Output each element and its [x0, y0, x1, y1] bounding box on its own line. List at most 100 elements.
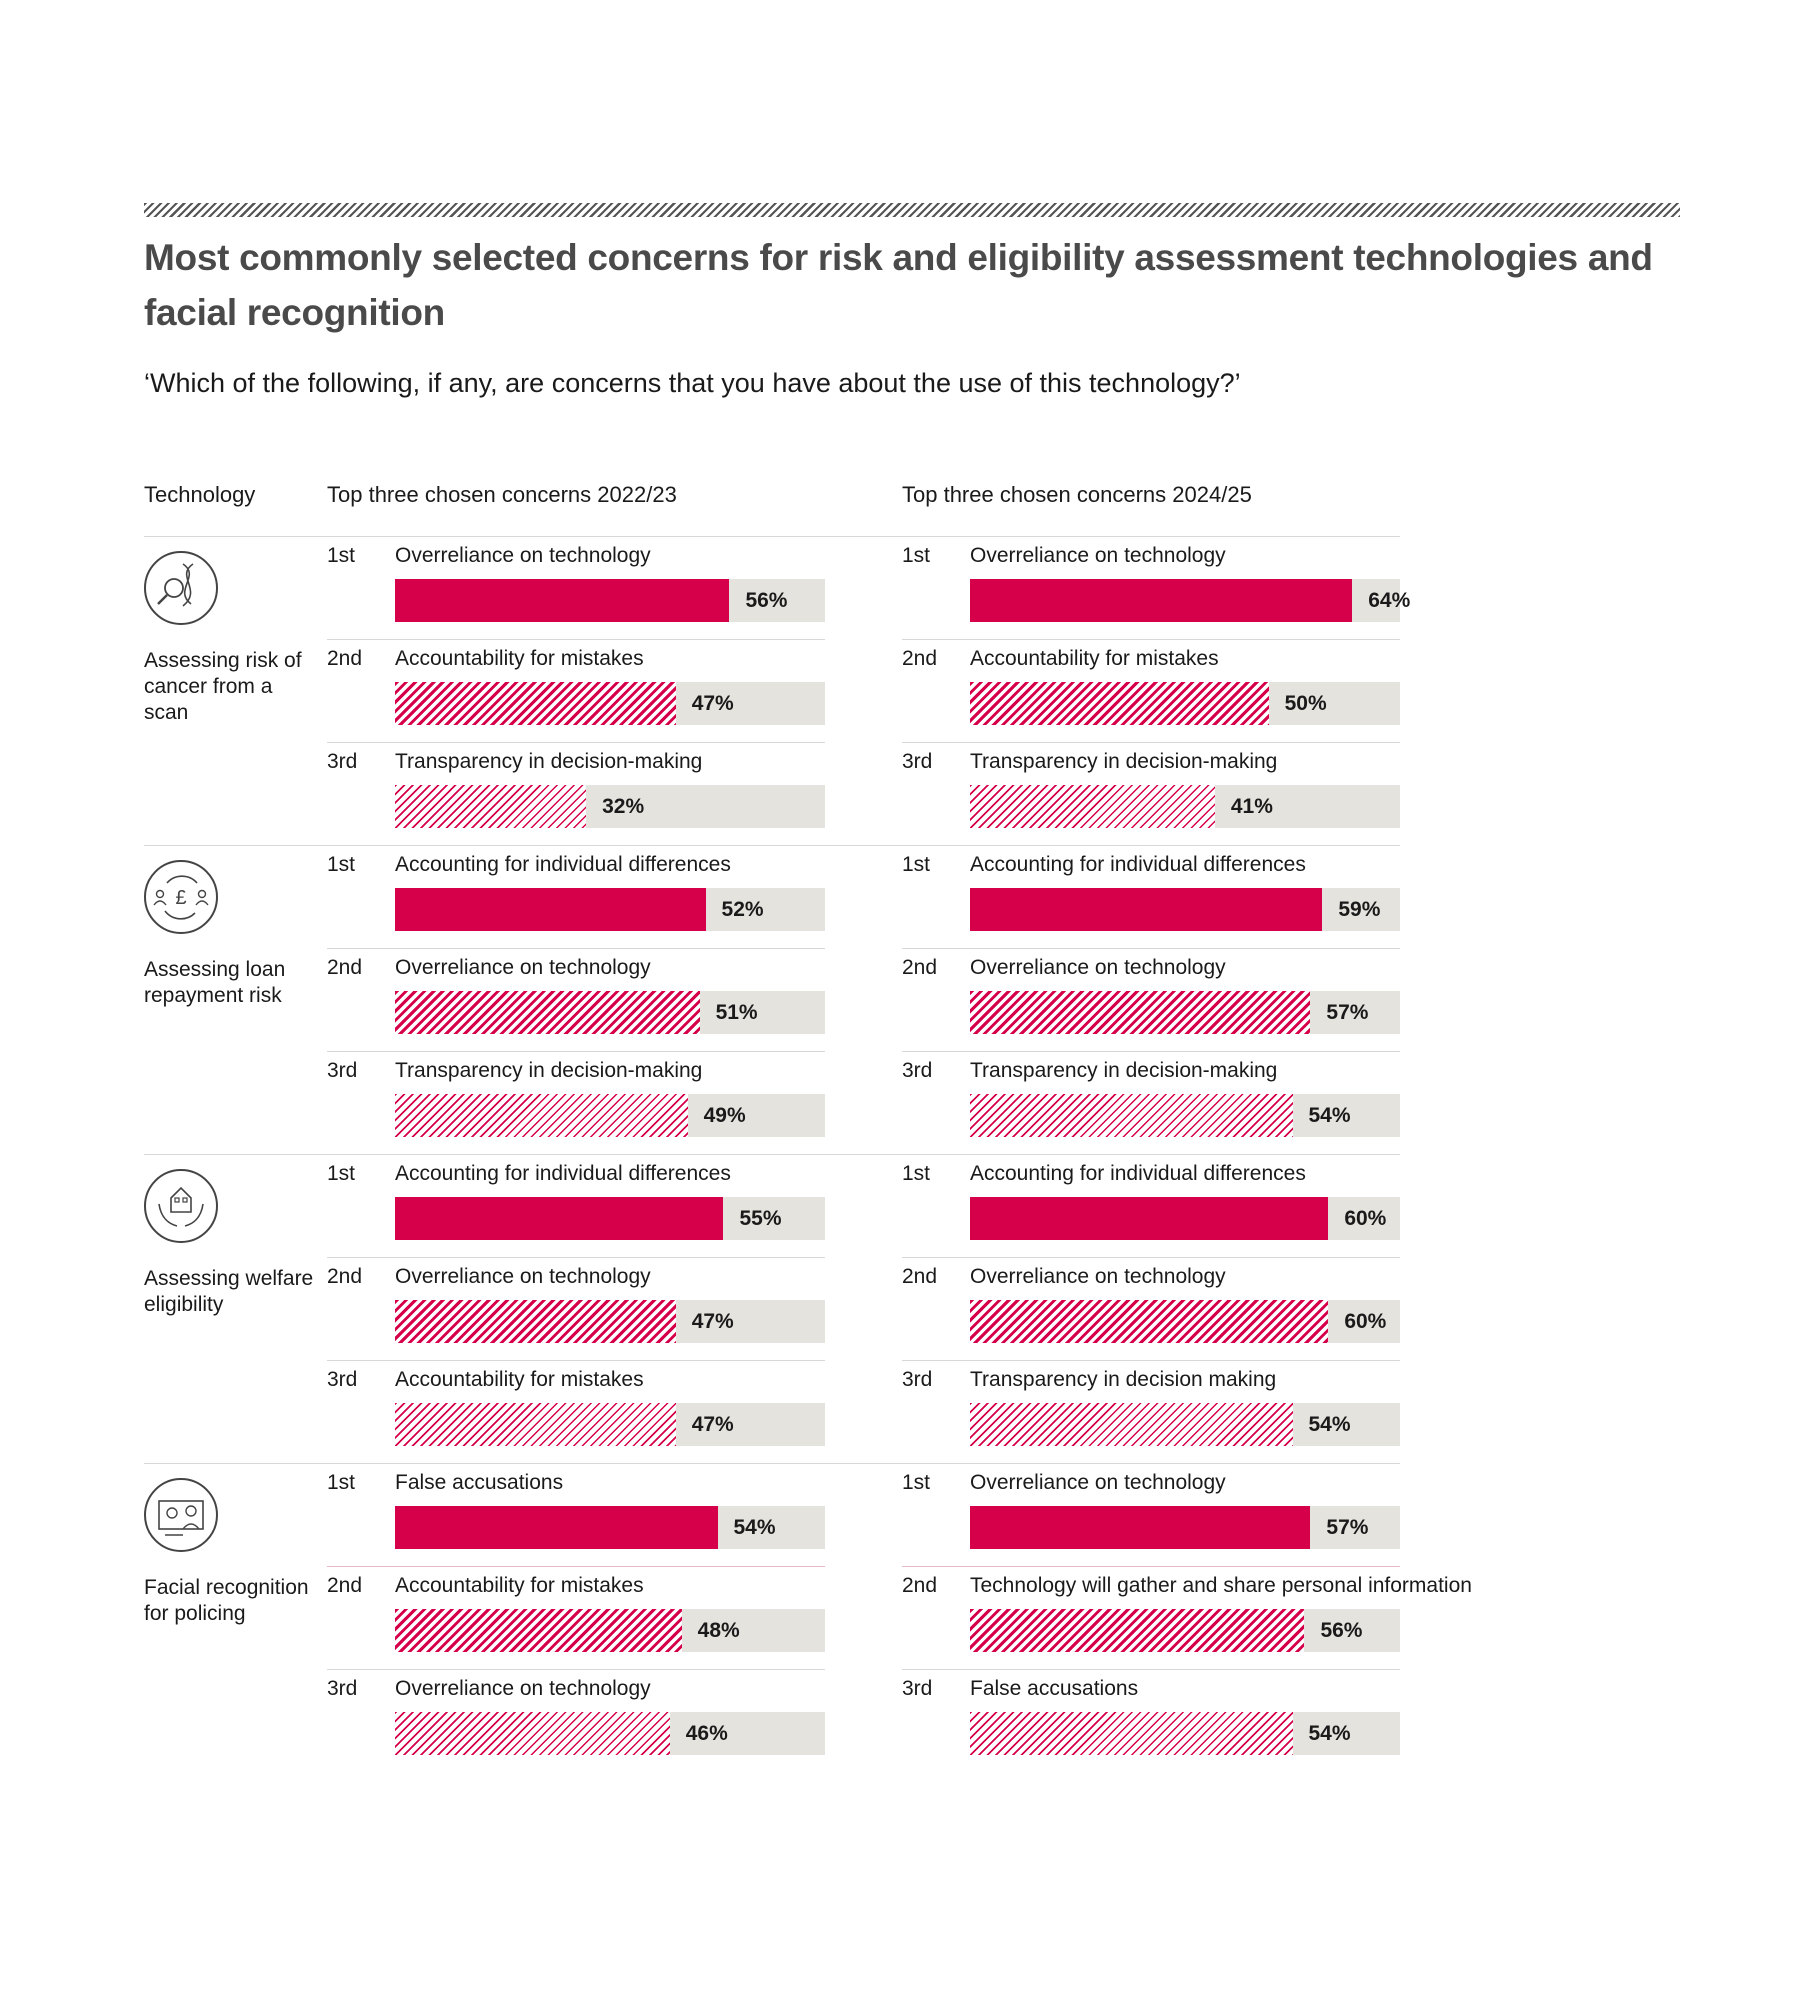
row-divider	[327, 1360, 825, 1361]
bar-track: 64%	[970, 579, 1410, 622]
concern-label: Technology will gather and share persona…	[970, 1574, 1472, 1597]
rank-label: 2nd	[902, 1574, 938, 1597]
value-label: 49%	[703, 1104, 746, 1127]
bar	[395, 1300, 676, 1343]
concern-label: Accounting for individual differences	[970, 853, 1306, 876]
rank-label: 1st	[902, 1162, 931, 1185]
group-divider	[144, 1154, 1400, 1155]
concern-label: False accusations	[395, 1471, 564, 1494]
bar	[970, 1712, 1293, 1755]
bar	[970, 1506, 1311, 1549]
bar	[395, 1609, 682, 1652]
value-label: 47%	[691, 1413, 734, 1436]
value-label: 32%	[602, 795, 645, 818]
survey-question: ‘Which of the following, if any, are con…	[144, 368, 1241, 398]
concern-label: Overreliance on technology	[395, 1265, 651, 1288]
bar-track: 54%	[970, 1403, 1400, 1446]
concern-label: Accountability for mistakes	[970, 647, 1219, 670]
bar-track: 54%	[970, 1094, 1400, 1137]
technology-label: Assessing risk of cancer from a scan	[144, 649, 302, 724]
bar-track: 56%	[970, 1609, 1400, 1652]
column-header-technology: Technology	[144, 482, 256, 507]
bar-track: 57%	[970, 1506, 1400, 1549]
value-label: 60%	[1344, 1207, 1387, 1230]
rank-label: 2nd	[327, 1574, 363, 1597]
concern-label: Accounting for individual differences	[970, 1162, 1306, 1185]
concern-label: Accounting for individual differences	[395, 1162, 731, 1185]
value-label: 54%	[733, 1516, 776, 1539]
decorative-hatch-band	[144, 203, 1680, 217]
concern-label: Overreliance on technology	[395, 544, 651, 567]
value-label: 57%	[1326, 1001, 1369, 1024]
value-label: 54%	[1308, 1413, 1351, 1436]
bar-track: 52%	[395, 888, 825, 931]
rank-label: 2nd	[902, 1265, 938, 1288]
row-divider	[902, 1257, 1400, 1258]
group-divider	[144, 1463, 1400, 1464]
concern-label: False accusations	[970, 1677, 1139, 1700]
bar	[970, 579, 1353, 622]
value-label: 51%	[715, 1001, 758, 1024]
row-divider	[327, 948, 825, 949]
row-divider	[902, 1360, 1400, 1361]
value-label: 47%	[691, 1310, 734, 1333]
concern-label: Transparency in decision-making	[395, 1059, 703, 1082]
rank-label: 1st	[327, 1471, 356, 1494]
concern-label: Transparency in decision-making	[395, 750, 703, 773]
bar-track: 59%	[970, 888, 1400, 931]
bar-track: 47%	[395, 1300, 825, 1343]
value-label: 59%	[1338, 898, 1381, 921]
concern-label: Accountability for mistakes	[395, 647, 644, 670]
rank-label: 3rd	[902, 1368, 933, 1391]
rank-label: 3rd	[902, 750, 933, 773]
value-label: 47%	[691, 692, 734, 715]
value-label: 57%	[1326, 1516, 1369, 1539]
concern-label: Overreliance on technology	[970, 544, 1226, 567]
value-label: 52%	[721, 898, 764, 921]
bar-track: 60%	[970, 1197, 1400, 1240]
dna-magnifier-icon	[143, 550, 219, 626]
value-label: 48%	[697, 1619, 740, 1642]
face-scan-icon	[143, 1477, 219, 1553]
rank-label: 2nd	[327, 1265, 363, 1288]
bar-track: 48%	[395, 1609, 825, 1652]
bar	[970, 991, 1311, 1034]
bar	[395, 785, 587, 828]
group-divider	[144, 536, 1400, 537]
bar	[970, 1609, 1305, 1652]
bar-track: 41%	[970, 785, 1400, 828]
value-label: 46%	[685, 1722, 728, 1745]
technology-label: Assessing welfare eligibility	[144, 1267, 314, 1316]
bar-track: 47%	[395, 682, 825, 725]
value-label: 54%	[1308, 1104, 1351, 1127]
value-label: 54%	[1308, 1722, 1351, 1745]
row-divider	[327, 1257, 825, 1258]
bar	[395, 1197, 724, 1240]
concern-label: Overreliance on technology	[395, 956, 651, 979]
bar	[970, 888, 1323, 931]
rank-label: 3rd	[902, 1677, 933, 1700]
row-divider	[902, 948, 1400, 949]
rank-label: 2nd	[902, 647, 938, 670]
rank-label: 1st	[902, 1471, 931, 1494]
rank-label: 3rd	[327, 1677, 358, 1700]
column-header-period2: Top three chosen concerns 2024/25	[902, 482, 1252, 507]
concern-label: Overreliance on technology	[970, 1471, 1226, 1494]
bar	[970, 682, 1269, 725]
rank-label: 2nd	[327, 647, 363, 670]
pound-exchange-icon: £	[143, 859, 219, 935]
bar	[395, 1094, 688, 1137]
group-divider	[144, 845, 1400, 846]
bar-track: 54%	[970, 1712, 1400, 1755]
value-label: 55%	[739, 1207, 782, 1230]
value-label: 50%	[1284, 692, 1327, 715]
house-in-hands-icon	[143, 1168, 219, 1244]
bar-track: 55%	[395, 1197, 825, 1240]
bar-track: 46%	[395, 1712, 825, 1755]
bar-track: 54%	[395, 1506, 825, 1549]
concern-label: Transparency in decision-making	[970, 750, 1278, 773]
rank-label: 3rd	[902, 1059, 933, 1082]
bar	[395, 1506, 718, 1549]
bar-track: 57%	[970, 991, 1400, 1034]
bar-track: 49%	[395, 1094, 825, 1137]
